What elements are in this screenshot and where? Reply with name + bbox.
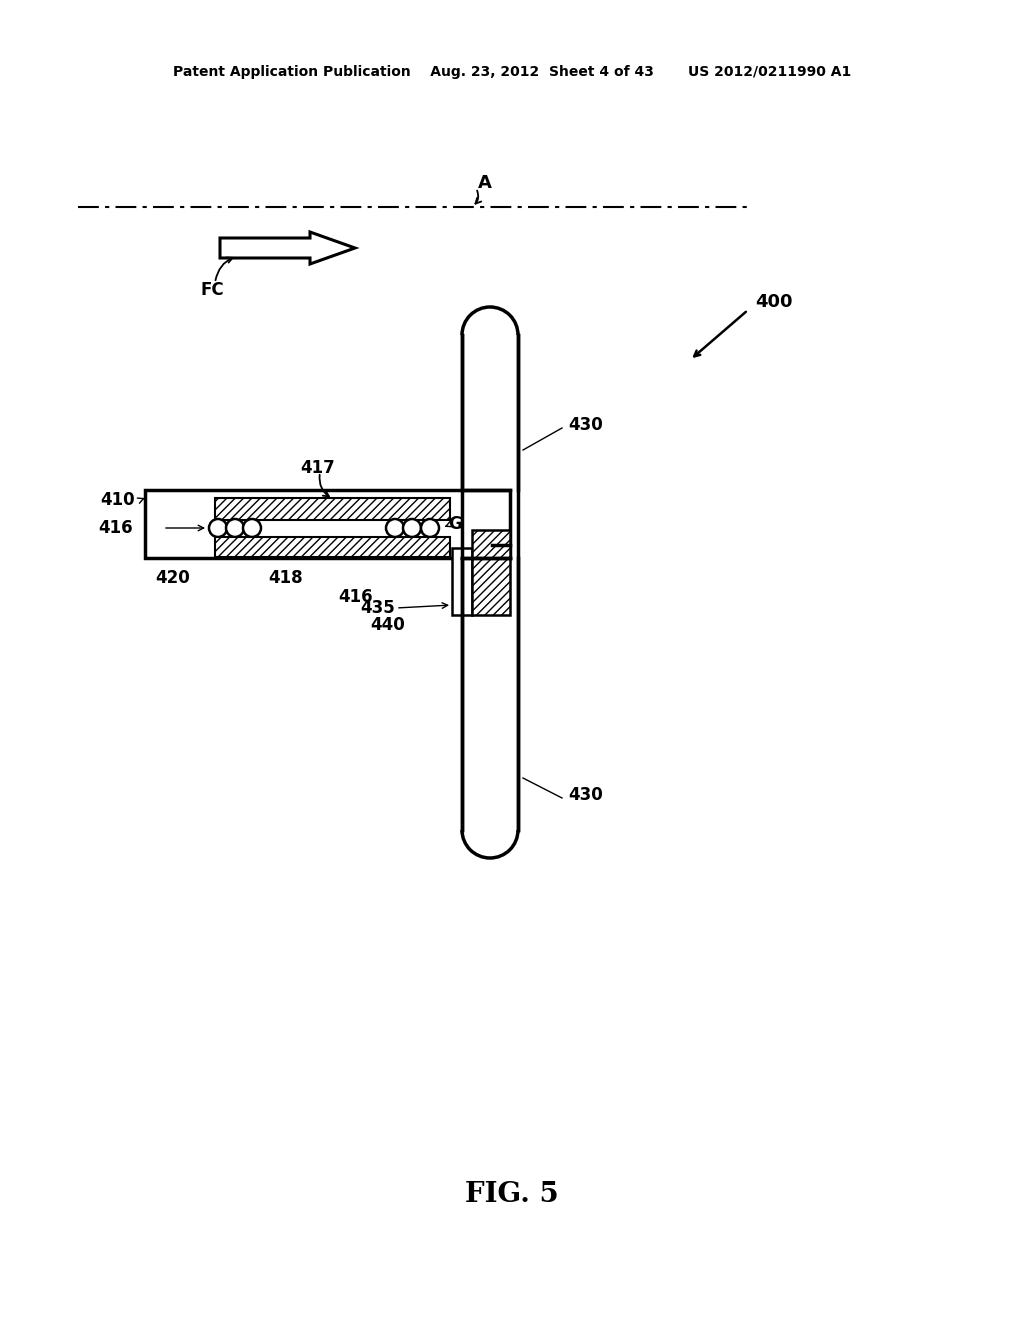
- Text: 417: 417: [300, 459, 335, 477]
- Text: 410: 410: [100, 491, 135, 510]
- Circle shape: [209, 519, 227, 537]
- Text: 416: 416: [98, 519, 133, 537]
- Text: 418: 418: [268, 569, 303, 587]
- Bar: [215, 498, 450, 520]
- Circle shape: [226, 519, 244, 537]
- Bar: [215, 537, 450, 557]
- Text: 400: 400: [755, 293, 793, 312]
- Text: 430: 430: [568, 785, 603, 804]
- Text: 435: 435: [360, 599, 394, 616]
- Text: G: G: [449, 515, 462, 533]
- Bar: [145, 490, 510, 558]
- Text: A: A: [478, 174, 492, 191]
- Polygon shape: [220, 232, 355, 264]
- Bar: [452, 548, 472, 615]
- Text: 430: 430: [568, 416, 603, 434]
- Circle shape: [386, 519, 404, 537]
- Bar: [472, 531, 510, 615]
- Text: 420: 420: [155, 569, 189, 587]
- Circle shape: [243, 519, 261, 537]
- Text: Patent Application Publication    Aug. 23, 2012  Sheet 4 of 43       US 2012/021: Patent Application Publication Aug. 23, …: [173, 65, 851, 79]
- Text: 440: 440: [370, 616, 404, 634]
- Circle shape: [403, 519, 421, 537]
- Text: 416: 416: [338, 587, 373, 606]
- Text: FIG. 5: FIG. 5: [465, 1181, 559, 1209]
- Text: FC: FC: [200, 281, 223, 300]
- Circle shape: [421, 519, 439, 537]
